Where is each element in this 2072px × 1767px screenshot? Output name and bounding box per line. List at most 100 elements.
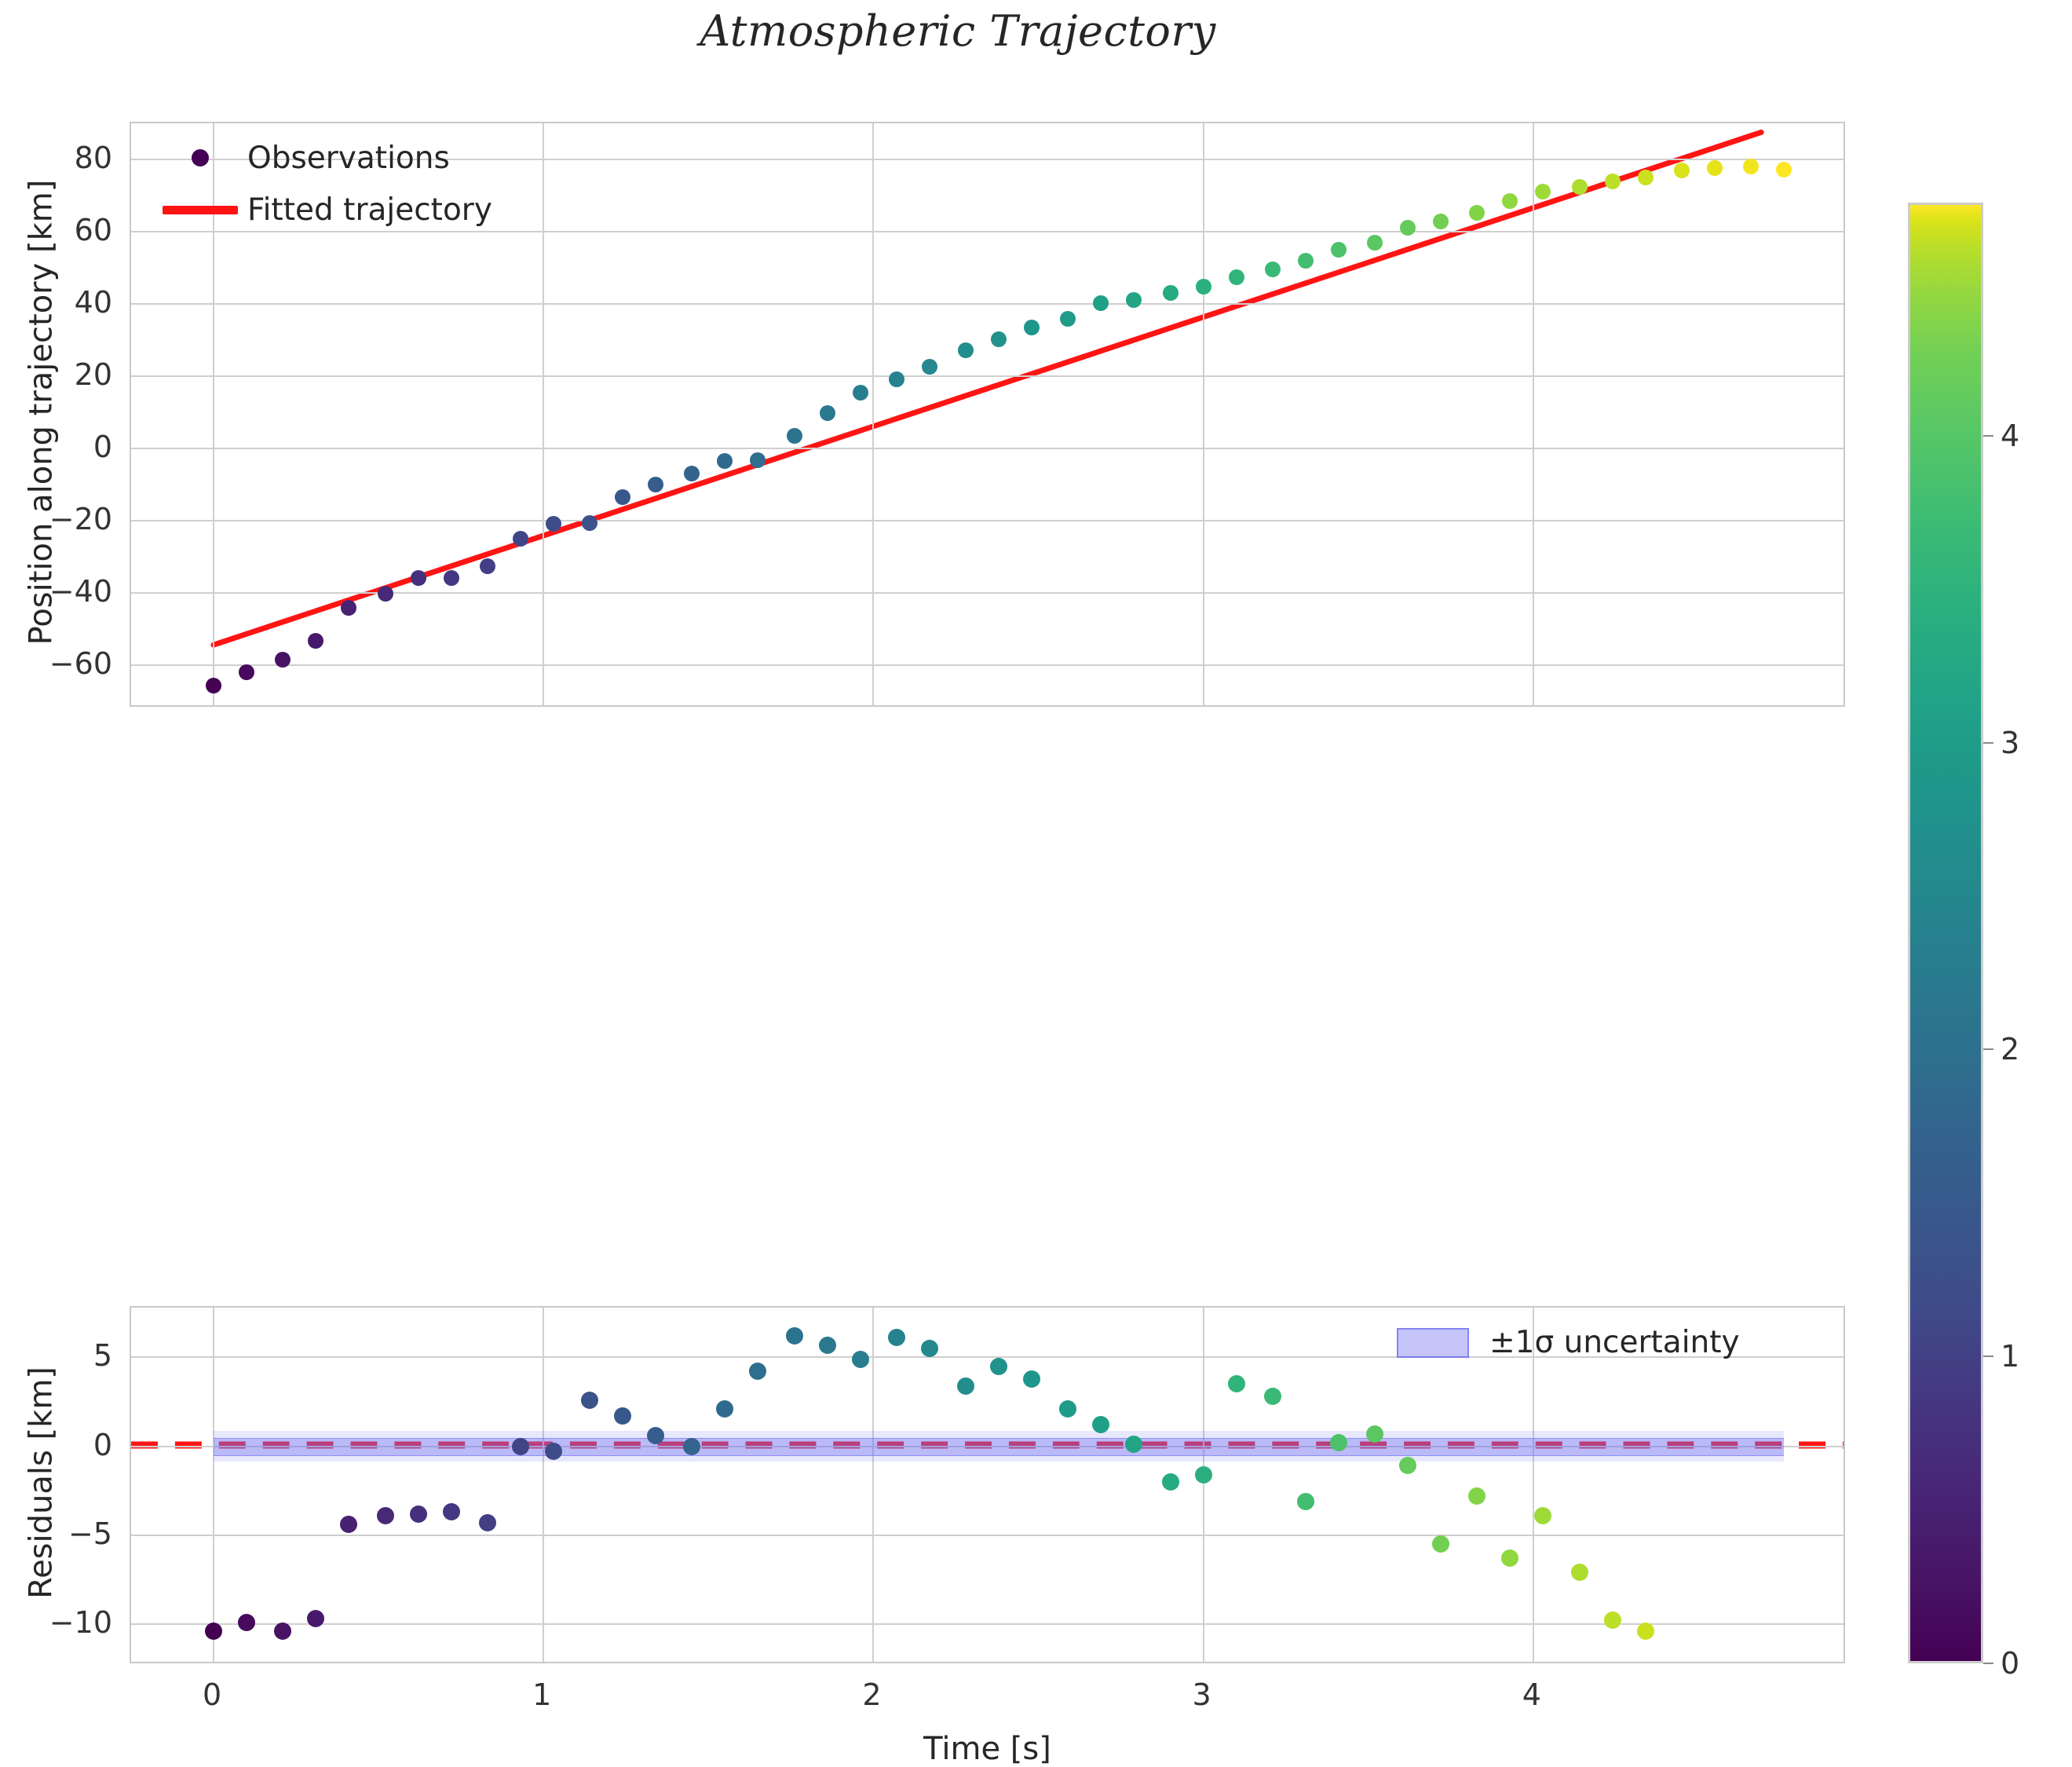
main-data-point [1264,261,1281,277]
main-data-point [206,677,222,693]
residuals-gridline-horizontal [131,1445,1844,1447]
residuals-gridline-vertical [872,1308,875,1662]
main-data-point [1604,173,1621,189]
residuals-gridline-vertical [1202,1308,1204,1662]
residuals-y-axis-label: Residuals [km] [23,1366,59,1599]
residual-data-point [1092,1416,1110,1434]
observations-marker-icon [153,149,247,166]
legend-label-observations: Observations [247,140,450,176]
main-data-point [1093,295,1109,312]
residual-data-point [1366,1425,1384,1443]
residuals-gridline-vertical [543,1308,545,1662]
main-data-point [1673,163,1690,179]
residual-data-point [683,1437,701,1455]
main-y-tick: 80 [74,140,112,175]
colorbar-tick-mark [1983,434,1993,437]
x-tick: 0 [202,1677,222,1712]
main-data-point [1330,241,1347,258]
main-gridline-horizontal [131,375,1844,377]
residuals-y-tick: −10 [49,1604,112,1640]
x-tick: 4 [1522,1677,1541,1712]
residual-data-point [647,1426,665,1444]
main-gridline-horizontal [131,230,1844,232]
residual-data-point [887,1329,905,1347]
residual-data-point [614,1407,632,1425]
residual-data-point [1227,1375,1245,1393]
x-tick: 3 [1192,1677,1211,1712]
residual-data-point [1468,1487,1486,1505]
main-gridline-vertical [543,123,545,705]
main-gridline-horizontal [131,591,1844,594]
main-data-point [717,452,733,469]
legend-entry-fitted-trajectory[interactable]: Fitted trajectory [153,192,492,228]
main-data-point [545,515,561,532]
legend-label-fitted-trajectory: Fitted trajectory [247,192,492,228]
residual-data-point [376,1506,394,1524]
residual-data-point [1263,1388,1281,1406]
main-y-tick: −20 [49,501,112,536]
main-data-point [410,570,426,587]
colorbar-gradient [1908,203,1983,1663]
residuals-gridline-horizontal [131,1356,1844,1359]
colorbar-tick-mark [1983,1355,1993,1358]
residuals-y-tick: −5 [68,1516,112,1551]
main-gridline-horizontal [131,302,1844,305]
residuals-gridline-vertical [1532,1308,1534,1662]
residual-data-point [581,1391,599,1409]
main-data-point [1502,192,1518,209]
main-data-point [1743,159,1760,175]
main-gridline-horizontal [131,519,1844,521]
main-data-point [615,489,631,506]
residual-data-point [818,1336,836,1354]
residuals-gridline-horizontal [131,1534,1844,1536]
main-data-point [377,585,393,602]
residual-data-point [1329,1434,1347,1452]
colorbar-tick: 0 [2001,1646,2020,1681]
main-data-point [1195,278,1211,294]
main-legend: Observations Fitted trajectory [145,136,500,232]
residual-data-point [1636,1622,1654,1640]
colorbar[interactable]: 0 1 2 3 4 [1908,203,2019,1681]
colorbar-tick-mark [1983,741,1993,744]
zero-reference-line [131,1441,1844,1449]
main-data-point [958,342,974,358]
main-y-tick: 0 [93,429,112,464]
legend-entry-observations[interactable]: Observations [153,140,492,176]
main-y-tick: 20 [74,357,112,392]
main-data-point [684,466,700,482]
residual-data-point [920,1340,938,1358]
main-gridline-horizontal [131,158,1844,160]
x-tick: 2 [862,1677,882,1712]
main-data-point [1297,253,1314,269]
main-data-point [1228,269,1244,285]
residual-data-point [1125,1436,1143,1454]
residual-data-point [990,1357,1008,1375]
colorbar-tick: 3 [2001,725,2020,760]
main-gridline-horizontal [131,664,1844,666]
residuals-plot-area [131,1308,1844,1662]
residuals-y-tick: 0 [93,1427,112,1462]
residual-data-point [205,1622,223,1640]
legend-label-uncertainty: ±1σ uncertainty [1489,1325,1740,1360]
colorbar-tick-mark [1983,1663,1993,1664]
x-tick: 1 [532,1677,552,1712]
main-data-point [1367,234,1383,251]
residual-data-point [1432,1535,1450,1553]
main-gridline-vertical [1532,123,1534,705]
uncertainty-band-swatch-icon [1397,1327,1469,1358]
main-data-point [1637,170,1654,186]
residual-data-point [1534,1506,1552,1524]
residual-data-point [511,1437,529,1455]
main-data-point [1571,179,1588,196]
main-data-point [512,530,528,547]
main-gridline-vertical [1202,123,1204,705]
main-data-point [888,371,904,387]
x-axis-label: Time [s] [923,1731,1051,1767]
main-y-tick: 60 [74,212,112,247]
residual-data-point [1603,1612,1621,1630]
residual-data-point [274,1622,292,1640]
residual-data-point [1059,1400,1077,1418]
main-y-tick: −40 [49,573,112,609]
residual-data-point [1296,1492,1314,1510]
